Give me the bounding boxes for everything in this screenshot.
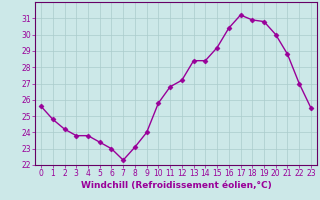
X-axis label: Windchill (Refroidissement éolien,°C): Windchill (Refroidissement éolien,°C) [81,181,271,190]
